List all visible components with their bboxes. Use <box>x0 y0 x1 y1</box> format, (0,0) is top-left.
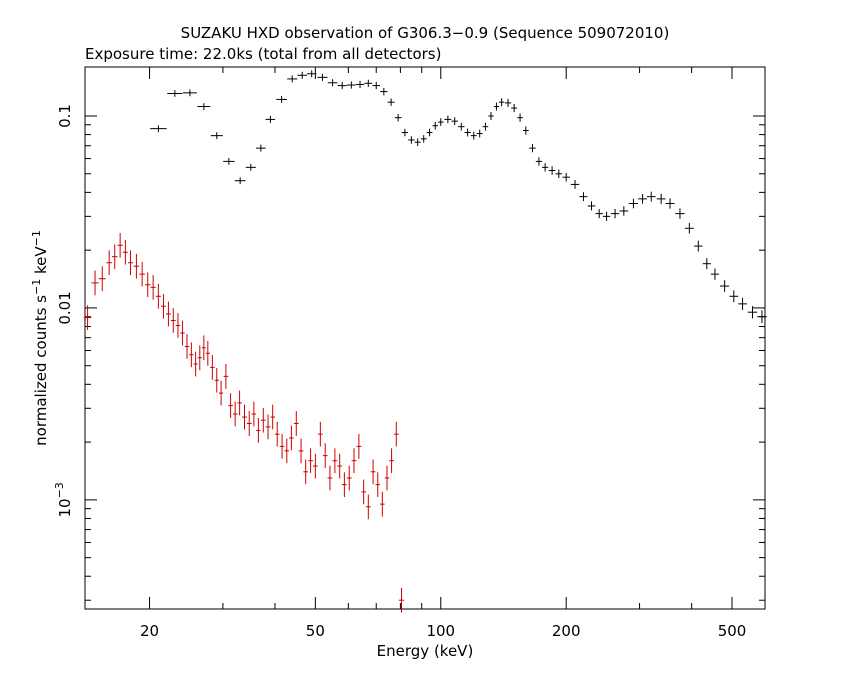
series-black <box>150 70 767 324</box>
series-red <box>83 232 405 613</box>
x-tick-label: 200 <box>552 622 581 640</box>
y-tick-label: 0.01 <box>56 291 74 324</box>
y-tick-label: 10−3 <box>53 482 74 517</box>
chart-subtitle: Exposure time: 22.0ks (total from all de… <box>85 45 441 63</box>
x-tick-label: 500 <box>718 622 747 640</box>
y-axis-label-sup1: −1 <box>30 279 43 295</box>
y-axis-label: normalized counts s−1 keV−1 <box>30 230 50 446</box>
y-axis-label-main: normalized counts s <box>32 295 50 446</box>
y-axis-label-sup2: −1 <box>30 230 43 246</box>
data-series <box>83 70 767 613</box>
axis-ticks <box>85 67 766 609</box>
y-tick-label: 0.1 <box>56 104 74 128</box>
axis-tick-labels: 20 50 100 200 500 0.1 0.01 10−3 <box>53 104 746 640</box>
x-tick-label: 100 <box>426 622 455 640</box>
x-tick-label: 20 <box>140 622 159 640</box>
x-tick-label: 50 <box>306 622 325 640</box>
x-axis-label: Energy (keV) <box>377 642 474 660</box>
y-axis-label-mid: keV <box>32 246 50 279</box>
chart-title: SUZAKU HXD observation of G306.3−0.9 (Se… <box>181 24 670 42</box>
